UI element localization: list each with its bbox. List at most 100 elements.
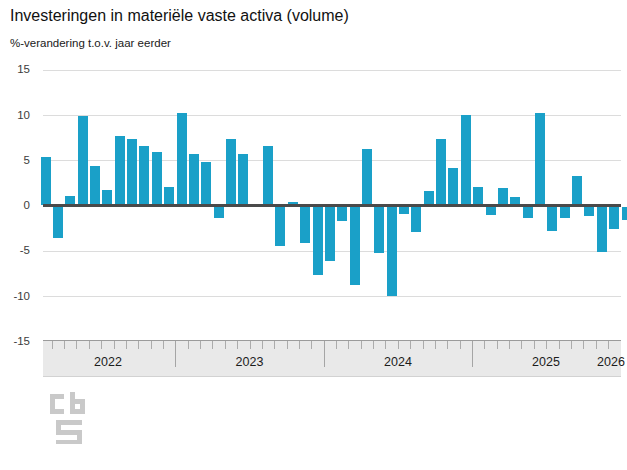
month-tick (76, 341, 77, 349)
month-tick (336, 341, 337, 349)
month-tick (311, 341, 312, 349)
bar[interactable] (411, 207, 421, 232)
x-axis-year-label: 2024 (384, 355, 412, 369)
month-tick (348, 341, 349, 349)
bar[interactable] (597, 207, 607, 252)
bar[interactable] (350, 207, 360, 285)
month-tick (534, 341, 535, 349)
bar[interactable] (115, 136, 125, 206)
month-tick (571, 341, 572, 349)
month-tick (596, 341, 597, 349)
chart-subtitle: %-verandering t.o.v. jaar eerder (10, 37, 171, 49)
bar[interactable] (486, 207, 496, 215)
x-axis-year-label: 2025 (532, 355, 560, 369)
bar[interactable] (399, 207, 409, 214)
year-tick (472, 341, 473, 367)
bar[interactable] (609, 207, 619, 229)
month-tick (361, 341, 362, 349)
bar[interactable] (584, 207, 594, 216)
bar[interactable] (448, 168, 458, 206)
month-tick (299, 341, 300, 349)
y-axis-tick-label: -5 (2, 244, 30, 256)
month-tick (225, 341, 226, 349)
y-axis-tick-label: 10 (2, 109, 30, 121)
month-tick (509, 341, 510, 349)
month-tick (546, 341, 547, 349)
month-tick (484, 341, 485, 349)
x-axis-year-label: 2023 (236, 355, 264, 369)
bar[interactable] (201, 162, 211, 205)
bar[interactable] (560, 207, 570, 218)
chart-title: Investeringen in materiële vaste activa … (10, 6, 349, 26)
bar[interactable] (313, 207, 323, 275)
bar[interactable] (362, 149, 372, 205)
month-tick (237, 341, 238, 349)
month-tick (497, 341, 498, 349)
month-tick (64, 341, 65, 349)
bar[interactable] (177, 113, 187, 205)
bar[interactable] (275, 207, 285, 246)
cbs-logo (48, 392, 90, 444)
bar[interactable] (387, 207, 397, 296)
month-tick (188, 341, 189, 349)
month-tick (423, 341, 424, 349)
bar[interactable] (263, 146, 273, 206)
bar[interactable] (139, 146, 149, 206)
month-tick (89, 341, 90, 349)
bar[interactable] (473, 187, 483, 205)
gridline (43, 296, 621, 297)
bar[interactable] (90, 166, 100, 206)
month-tick (52, 341, 53, 349)
bar[interactable] (535, 113, 545, 205)
month-tick (212, 341, 213, 349)
bar[interactable] (300, 207, 310, 243)
y-axis-tick-label: -10 (2, 290, 30, 302)
bar[interactable] (622, 207, 627, 220)
month-tick (447, 341, 448, 349)
gridline (43, 70, 621, 71)
year-tick (175, 341, 176, 367)
month-tick (114, 341, 115, 349)
x-axis-year-label: 2026 (597, 355, 625, 369)
month-tick (410, 341, 411, 349)
y-axis-tick-label: 5 (2, 154, 30, 166)
bar[interactable] (572, 176, 582, 206)
month-tick (101, 341, 102, 349)
bar[interactable] (41, 157, 51, 206)
month-tick (398, 341, 399, 349)
y-axis-tick-label: 15 (2, 63, 30, 75)
bar[interactable] (226, 139, 236, 206)
month-tick (385, 341, 386, 349)
bar[interactable] (152, 152, 162, 205)
bar[interactable] (238, 154, 248, 206)
bar[interactable] (164, 187, 174, 205)
month-tick (163, 341, 164, 349)
bar[interactable] (461, 115, 471, 206)
month-tick (460, 341, 461, 349)
bar[interactable] (53, 207, 63, 238)
bar[interactable] (498, 188, 508, 205)
month-tick (200, 341, 201, 349)
bar[interactable] (374, 207, 384, 253)
bar[interactable] (214, 207, 224, 218)
month-tick (250, 341, 251, 349)
bar[interactable] (436, 139, 446, 206)
bar[interactable] (189, 154, 199, 206)
bar[interactable] (325, 207, 335, 261)
bar[interactable] (78, 116, 88, 206)
month-tick (126, 341, 127, 349)
month-tick (373, 341, 374, 349)
bar[interactable] (337, 207, 347, 221)
bar[interactable] (127, 139, 137, 206)
bar[interactable] (547, 207, 557, 231)
bar[interactable] (523, 207, 533, 218)
month-tick (521, 341, 522, 349)
y-axis-tick-label: 0 (2, 199, 30, 211)
zero-line (43, 204, 621, 207)
month-tick (559, 341, 560, 349)
month-tick (608, 341, 609, 349)
month-tick (274, 341, 275, 349)
month-tick (287, 341, 288, 349)
month-tick (138, 341, 139, 349)
month-tick (262, 341, 263, 349)
